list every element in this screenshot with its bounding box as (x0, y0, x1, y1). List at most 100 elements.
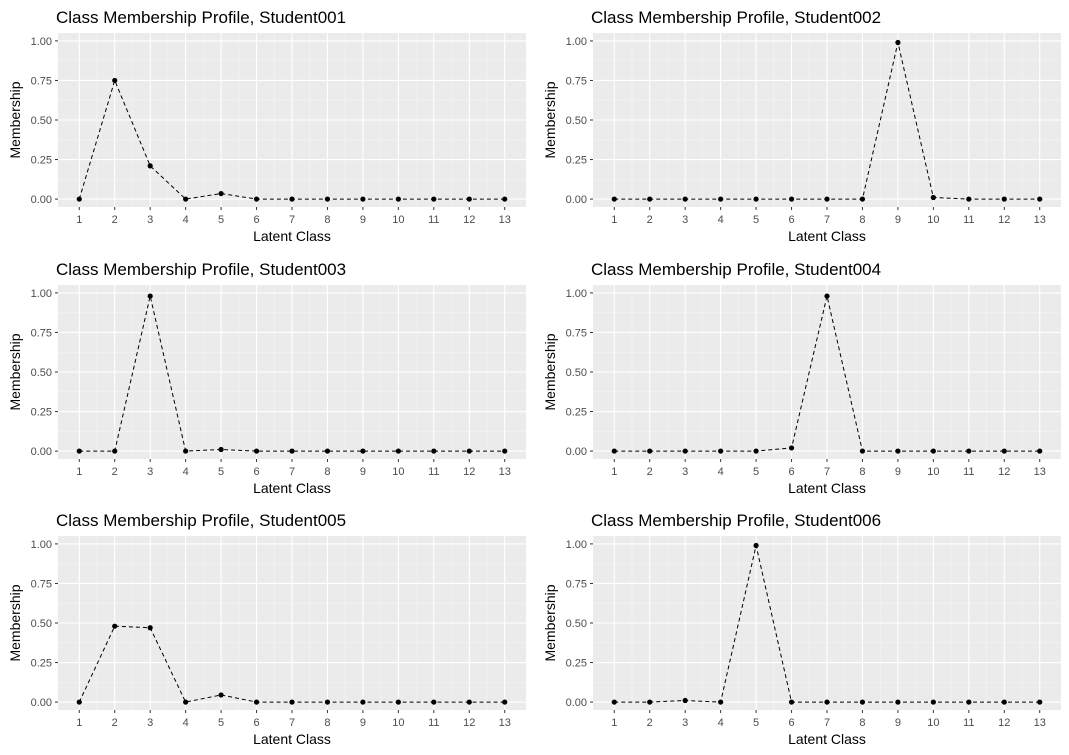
x-tick-label: 8 (859, 214, 865, 226)
y-axis-title: Membership (7, 584, 23, 661)
data-point (895, 699, 901, 705)
data-point (183, 196, 189, 202)
x-tick-label: 10 (927, 466, 939, 478)
x-tick-label: 8 (859, 717, 865, 729)
data-point (502, 448, 508, 454)
chart-panel-6: Class Membership Profile, Student006 0.00… (542, 511, 1061, 747)
x-tick-label: 6 (788, 214, 794, 226)
x-axis-title: Latent Class (788, 480, 866, 496)
data-point (930, 448, 936, 454)
x-tick-label: 11 (963, 717, 974, 729)
data-point (895, 39, 901, 46)
x-tick-label: 4 (183, 214, 189, 226)
y-tick-label: 0.00 (31, 446, 52, 458)
data-point (895, 448, 901, 454)
x-tick-label: 9 (360, 466, 366, 478)
data-point (859, 448, 866, 454)
data-point (289, 699, 295, 705)
x-tick-label: 5 (753, 717, 759, 729)
y-axis-title: Membership (542, 584, 558, 661)
data-point (611, 699, 617, 705)
x-tick-label: 2 (112, 214, 118, 226)
x-tick-label: 5 (753, 214, 759, 226)
x-tick-label: 6 (788, 717, 794, 729)
x-tick-label: 12 (998, 717, 1010, 729)
data-point (502, 699, 508, 705)
x-tick-label: 10 (927, 214, 939, 226)
x-tick-label: 11 (963, 214, 974, 226)
chart-title: Class Membership Profile, Student001 (56, 8, 346, 27)
data-point (324, 196, 331, 202)
x-tick-label: 13 (1034, 214, 1046, 226)
data-point (112, 77, 118, 84)
x-tick-label: 11 (963, 466, 974, 478)
x-axis-title: Latent Class (788, 731, 866, 747)
data-point (1037, 699, 1043, 705)
x-tick-label: 8 (324, 466, 330, 478)
x-tick-label: 12 (463, 466, 475, 478)
x-tick-label: 9 (895, 717, 901, 729)
data-point (324, 699, 331, 705)
x-tick-label: 5 (218, 717, 224, 729)
data-point (824, 196, 830, 202)
y-tick-label: 1.00 (566, 288, 587, 300)
data-point (147, 625, 153, 631)
data-point (218, 446, 224, 453)
y-axis-title: Membership (542, 81, 558, 158)
data-point (966, 448, 972, 454)
data-point (718, 699, 724, 705)
x-tick-label: 3 (147, 717, 153, 729)
x-tick-label: 7 (289, 214, 295, 226)
x-tick-label: 8 (859, 466, 865, 478)
data-point (753, 196, 759, 202)
y-tick-label: 0.00 (31, 697, 52, 709)
x-tick-label: 6 (788, 466, 794, 478)
x-tick-label: 9 (895, 214, 901, 226)
data-point (859, 196, 866, 202)
x-tick-label: 1 (611, 466, 617, 478)
x-tick-label: 4 (718, 466, 724, 478)
data-point (147, 293, 153, 299)
x-tick-label: 11 (428, 717, 439, 729)
y-tick-label: 0.50 (566, 367, 587, 379)
data-point (753, 542, 759, 549)
x-tick-label: 10 (392, 466, 404, 478)
y-tick-label: 1.00 (31, 288, 52, 300)
chart-panel-4: Class Membership Profile, Student004 0.00… (542, 260, 1061, 496)
data-point (253, 448, 260, 454)
chart-panel-3: Class Membership Profile, Student003 0.00… (7, 260, 526, 496)
data-point (930, 699, 936, 705)
y-axis-title: Membership (7, 81, 23, 158)
x-tick-label: 12 (998, 466, 1010, 478)
x-tick-label: 3 (682, 214, 688, 226)
y-tick-label: 0.25 (566, 407, 587, 419)
data-point (502, 196, 508, 202)
x-tick-label: 13 (499, 466, 511, 478)
x-tick-label: 12 (998, 214, 1010, 226)
data-point (183, 699, 189, 705)
chart-panel-1: Class Membership Profile, Student001 0.00… (7, 8, 526, 244)
data-point (76, 196, 82, 202)
x-tick-label: 6 (253, 466, 259, 478)
x-tick-label: 3 (682, 466, 688, 478)
x-tick-label: 11 (428, 214, 439, 226)
data-point (647, 699, 653, 705)
y-tick-label: 0.50 (566, 115, 587, 127)
data-point (218, 190, 224, 197)
data-point (753, 448, 759, 454)
chart-title: Class Membership Profile, Student002 (591, 8, 881, 27)
x-tick-label: 1 (76, 214, 82, 226)
x-tick-label: 13 (1034, 717, 1046, 729)
y-tick-label: 0.25 (566, 155, 587, 167)
data-point (1037, 196, 1043, 202)
data-point (1037, 448, 1043, 454)
data-point (431, 196, 437, 202)
x-tick-label: 7 (824, 717, 830, 729)
x-tick-label: 2 (112, 466, 118, 478)
y-tick-label: 0.25 (31, 658, 52, 670)
data-point (360, 196, 366, 202)
chart-title: Class Membership Profile, Student003 (56, 260, 346, 279)
y-tick-label: 0.75 (566, 327, 587, 339)
data-point (788, 699, 795, 705)
x-axis-title: Latent Class (788, 228, 866, 244)
